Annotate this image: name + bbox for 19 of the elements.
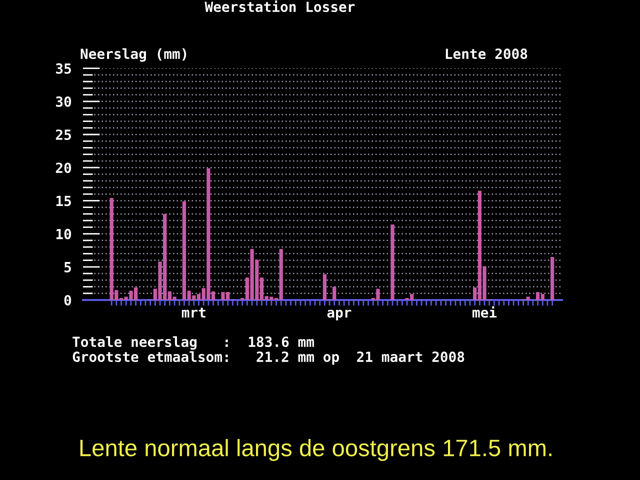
y-tick-label: 25 — [56, 129, 71, 140]
x-tick-label: mrt — [182, 308, 206, 318]
y-tick-label: 10 — [56, 228, 72, 240]
chart-subtitle: Lente 2008 — [446, 48, 528, 60]
x-tick-label: mei — [472, 306, 497, 318]
text: Grootste etmaalsom: 21.2 mm op 21 maart 2008 — [72, 351, 464, 365]
bar — [550, 256, 554, 300]
y-tick-label: 20 — [56, 162, 72, 174]
chart-title: Weerstation Losser — [204, 0, 355, 12]
y-tick-label: 0 — [64, 294, 72, 306]
text: Totale neerslag : 183.6 mm — [72, 336, 314, 350]
y-axis-title: Neerslag (mm) — [80, 48, 186, 62]
y-tick-label: 5 — [64, 262, 71, 272]
y-tick-label: 35 — [56, 63, 71, 74]
y-tick-label: 15 — [56, 196, 71, 206]
y-tick-label: 30 — [56, 96, 72, 107]
x-tick-label: apr — [327, 310, 352, 320]
bar — [390, 224, 394, 300]
text: Lente normaal langs de oostgrens 171.5 mm. — [80, 438, 552, 462]
